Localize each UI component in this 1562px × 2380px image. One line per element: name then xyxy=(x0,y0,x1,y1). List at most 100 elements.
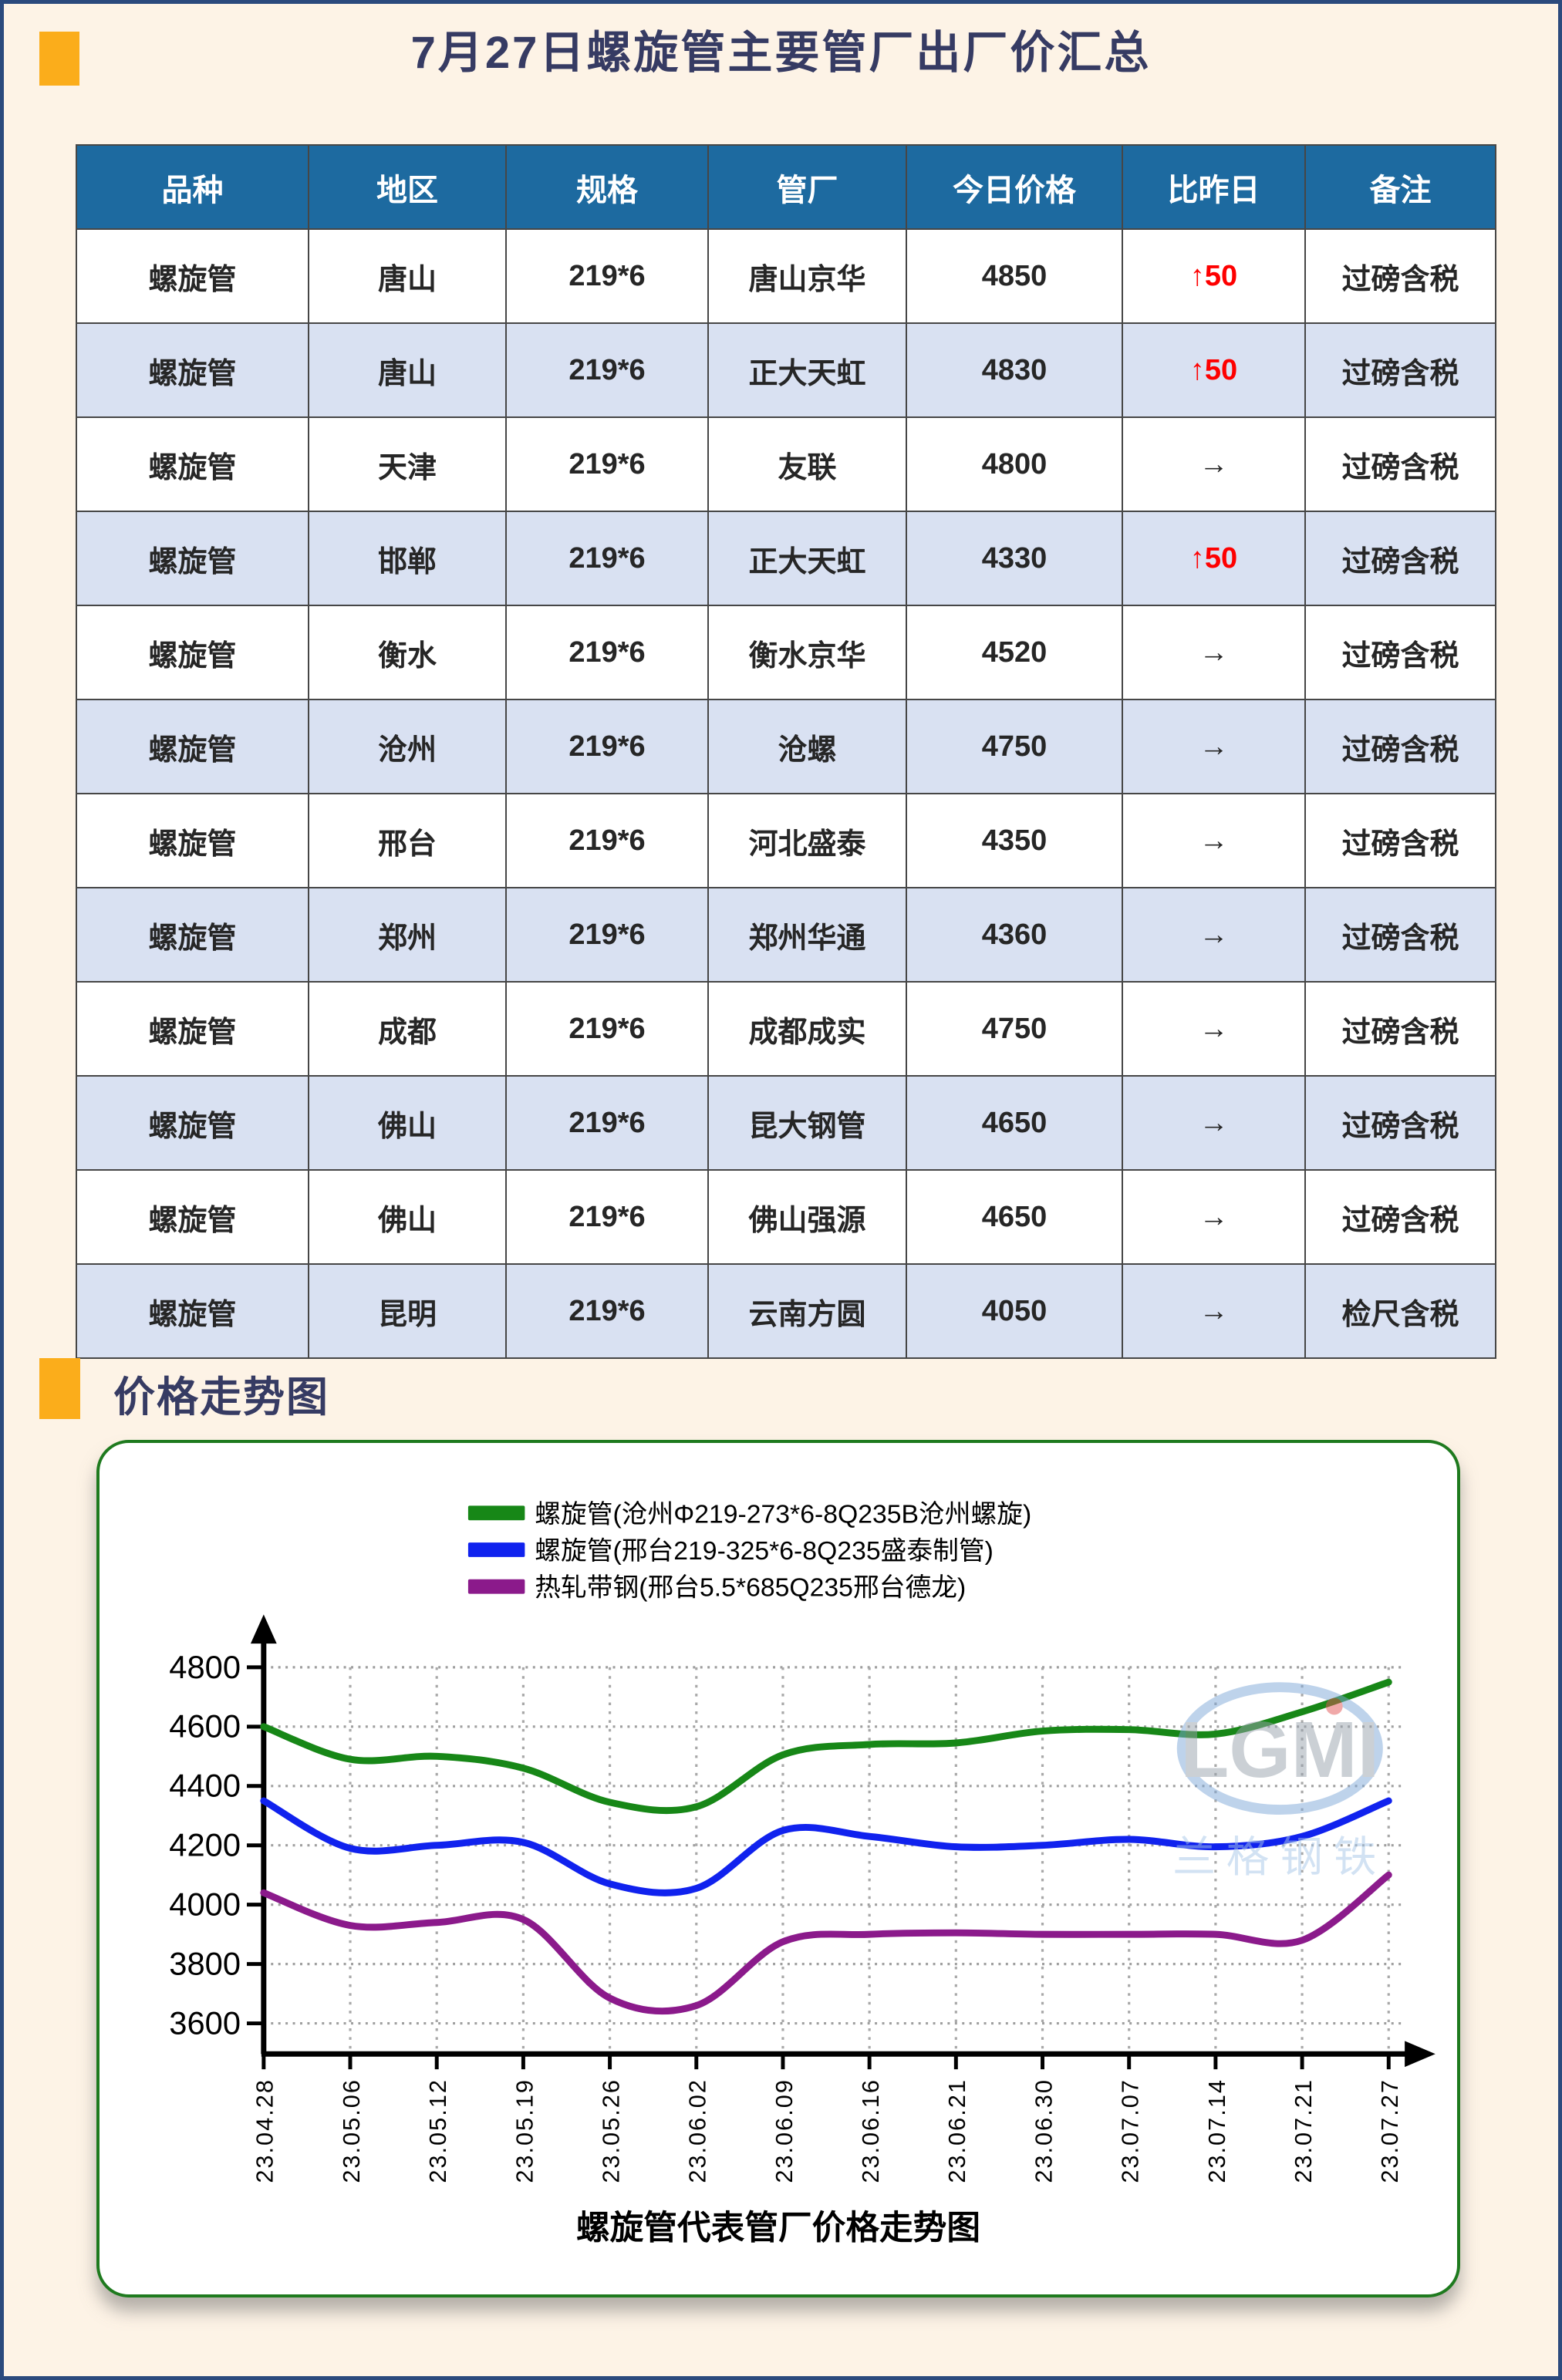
chart-series-2 xyxy=(260,1871,1392,2015)
lgmi-watermark: LGMI 兰格钢铁 xyxy=(1172,1682,1387,1881)
table-row: 螺旋管 成都 219*6 成都成实 4750 → 过磅含税 xyxy=(76,981,1496,1077)
price-cell: 4350 xyxy=(906,793,1123,888)
price-change-cell: ↑50 xyxy=(1122,511,1306,606)
x-tick-label: 23.06.02 xyxy=(684,2078,711,2183)
y-tick-label: 3800 xyxy=(169,1946,241,1982)
note-cell: 过磅含税 xyxy=(1304,322,1496,418)
chart-series-0 xyxy=(260,1678,1392,1815)
price-change-cell: → xyxy=(1122,416,1306,512)
spec-cell: 219*6 xyxy=(505,1075,709,1171)
mill-cell: 云南方圆 xyxy=(707,1263,907,1359)
header-variety: 品种 xyxy=(76,144,309,230)
spec-cell: 219*6 xyxy=(505,793,709,888)
mill-cell: 正大天虹 xyxy=(707,322,907,418)
table-row: 螺旋管 佛山 219*6 佛山强源 4650 → 过磅含税 xyxy=(76,1169,1496,1265)
spec-cell: 219*6 xyxy=(505,228,709,324)
table-row: 螺旋管 邯郸 219*6 正大天虹 4330 ↑50 过磅含税 xyxy=(76,511,1496,606)
table-row: 螺旋管 唐山 219*6 唐山京华 4850 ↑50 过磅含税 xyxy=(76,228,1496,324)
spec-cell: 219*6 xyxy=(505,1263,709,1359)
variety-cell: 螺旋管 xyxy=(76,793,309,888)
variety-cell: 螺旋管 xyxy=(76,605,309,700)
variety-cell: 螺旋管 xyxy=(76,1075,309,1171)
spec-cell: 219*6 xyxy=(505,699,709,794)
mill-cell: 友联 xyxy=(707,416,907,512)
region-cell: 沧州 xyxy=(308,699,507,794)
note-cell: 检尺含税 xyxy=(1304,1263,1496,1359)
chart-title: 螺旋管代表管厂价格走势图 xyxy=(576,2210,980,2247)
price-cell: 4650 xyxy=(906,1169,1123,1265)
mill-cell: 唐山京华 xyxy=(707,228,907,324)
table-row: 螺旋管 邢台 219*6 河北盛泰 4350 → 过磅含税 xyxy=(76,793,1496,888)
variety-cell: 螺旋管 xyxy=(76,981,309,1077)
y-tick-label: 4600 xyxy=(169,1708,241,1745)
spec-cell: 219*6 xyxy=(505,511,709,606)
price-change-cell: → xyxy=(1122,699,1306,794)
x-tick-label: 23.04.28 xyxy=(251,2078,278,2183)
mill-cell: 佛山强源 xyxy=(707,1169,907,1265)
region-cell: 邯郸 xyxy=(308,511,507,606)
spec-cell: 219*6 xyxy=(505,322,709,418)
region-cell: 邢台 xyxy=(308,793,507,888)
price-change-cell: → xyxy=(1122,887,1306,983)
table-row: 螺旋管 沧州 219*6 沧螺 4750 → 过磅含税 xyxy=(76,699,1496,794)
note-cell: 过磅含税 xyxy=(1304,605,1496,700)
legend-label-1: 螺旋管(邢台219-325*6-8Q235盛泰制管) xyxy=(535,1536,994,1566)
mill-cell: 沧螺 xyxy=(707,699,907,794)
mill-cell: 正大天虹 xyxy=(707,511,907,606)
region-cell: 佛山 xyxy=(308,1169,507,1265)
table-row: 螺旋管 唐山 219*6 正大天虹 4830 ↑50 过磅含税 xyxy=(76,322,1496,418)
price-change-cell: → xyxy=(1122,1169,1306,1265)
price-cell: 4050 xyxy=(906,1263,1123,1359)
chart-series-1 xyxy=(260,1797,1392,1896)
price-cell: 4750 xyxy=(906,699,1123,794)
spec-cell: 219*6 xyxy=(505,981,709,1077)
spec-cell: 219*6 xyxy=(505,605,709,700)
watermark-cn-text: 兰格钢铁 xyxy=(1172,1833,1387,1881)
y-tick-label: 4000 xyxy=(169,1886,241,1923)
header-note: 备注 xyxy=(1304,144,1496,230)
note-cell: 过磅含税 xyxy=(1304,1169,1496,1265)
note-cell: 过磅含税 xyxy=(1304,1075,1496,1171)
x-tick-label: 23.07.07 xyxy=(1117,2078,1144,2183)
variety-cell: 螺旋管 xyxy=(76,1169,309,1265)
mill-cell: 郑州华通 xyxy=(707,887,907,983)
x-axis-arrow-icon xyxy=(1405,2041,1435,2068)
legend-swatch-1 xyxy=(467,1542,525,1557)
variety-cell: 螺旋管 xyxy=(76,228,309,324)
table-row: 螺旋管 天津 219*6 友联 4800 → 过磅含税 xyxy=(76,416,1496,512)
price-change-cell: → xyxy=(1122,981,1306,1077)
price-cell: 4360 xyxy=(906,887,1123,983)
x-tick-label: 23.05.26 xyxy=(597,2078,624,2183)
spec-cell: 219*6 xyxy=(505,1169,709,1265)
region-cell: 唐山 xyxy=(308,322,507,418)
watermark-logo-text: LGMI xyxy=(1180,1705,1379,1794)
variety-cell: 螺旋管 xyxy=(76,1263,309,1359)
legend-label-0: 螺旋管(沧州Φ219-273*6-8Q235B沧州螺旋) xyxy=(535,1499,1031,1529)
header-change: 比昨日 xyxy=(1122,144,1306,230)
chart-panel: 3600 3800 4000 4200 4400 4600 4800 23.04.28 23.0… xyxy=(96,1440,1460,2297)
y-tick-label: 4800 xyxy=(169,1649,241,1685)
header-price: 今日价格 xyxy=(906,144,1123,230)
price-change-cell: ↑50 xyxy=(1122,228,1306,324)
price-table: 品种 地区 规格 管厂 今日价格 比昨日 备注 螺旋管 唐山 219*6 唐山京… xyxy=(76,144,1496,1359)
legend-label-2: 热轧带钢(邢台5.5*685Q235邢台德龙) xyxy=(535,1573,966,1603)
mill-cell: 昆大钢管 xyxy=(707,1075,907,1171)
note-cell: 过磅含税 xyxy=(1304,981,1496,1077)
x-tick-label: 23.06.30 xyxy=(1030,2078,1057,2183)
y-tick-label: 3600 xyxy=(169,2004,241,2041)
x-tick-label: 23.06.09 xyxy=(771,2078,798,2183)
page-title: 7月27日螺旋管主要管厂出厂价汇总 xyxy=(410,28,1152,78)
y-tick-label: 4200 xyxy=(169,1827,241,1863)
price-cell: 4330 xyxy=(906,511,1123,606)
watermark-ellipse-icon xyxy=(1176,1682,1383,1815)
x-tick-label: 23.06.16 xyxy=(857,2078,884,2183)
mill-cell: 河北盛泰 xyxy=(707,793,907,888)
legend-swatch-2 xyxy=(467,1579,525,1594)
table-row: 螺旋管 郑州 219*6 郑州华通 4360 → 过磅含税 xyxy=(76,887,1496,983)
section-title: 价格走势图 xyxy=(113,1374,329,1421)
spec-cell: 219*6 xyxy=(505,887,709,983)
price-change-cell: ↑50 xyxy=(1122,322,1306,418)
x-tick-label: 23.07.14 xyxy=(1203,2078,1230,2183)
x-tick-label: 23.05.06 xyxy=(338,2078,365,2183)
